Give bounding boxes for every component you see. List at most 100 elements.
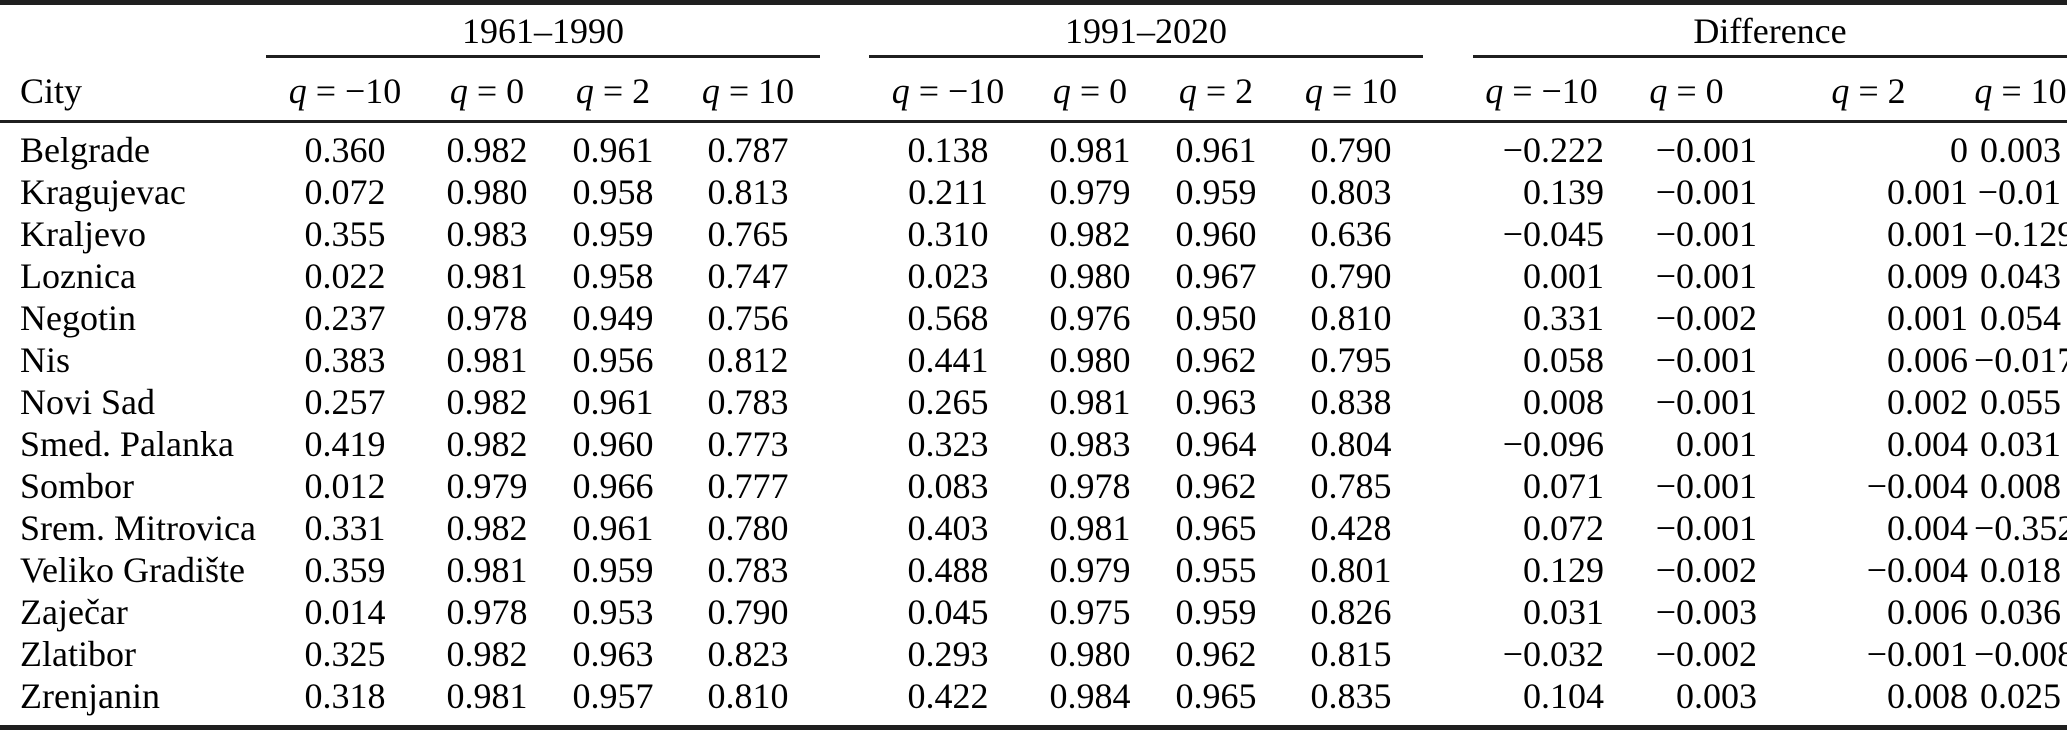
q-column-header: q = 2 [1153, 58, 1279, 123]
q-column-header: q = −10 [1473, 58, 1610, 123]
value-cell-1961: 0.982 [446, 382, 528, 422]
value-cell-1961: 0.790 [707, 592, 789, 632]
city-cell: Smed. Palanka [20, 424, 234, 464]
value-cell-1961: 0.980 [446, 172, 528, 212]
value-cell-1961: 0.383 [304, 340, 386, 380]
column-gap [1423, 381, 1473, 423]
table-row: Loznica 0.022 0.981 0.958 0.747 0.023 0.… [0, 255, 2067, 297]
table-row: Novi Sad 0.257 0.982 0.961 0.783 0.265 0… [0, 381, 2067, 423]
city-cell: Novi Sad [20, 382, 155, 422]
table-row: Sombor 0.012 0.979 0.966 0.777 0.083 0.9… [0, 465, 2067, 507]
group-header-row: 1961–1990 1991–2020 Difference [0, 5, 2067, 58]
value-cell-difference: −0.045 [1502, 214, 1604, 254]
value-cell-1961: 0.756 [707, 298, 789, 338]
group-header-1991-2020: 1991–2020 [869, 5, 1423, 58]
value-cell-1991: 0.950 [1175, 298, 1257, 338]
value-cell-1961: 0.979 [446, 466, 528, 506]
q-symbol: q [1649, 71, 1668, 111]
value-cell-difference: 0.001 [1887, 172, 1968, 212]
value-cell-difference: 0.003 [1980, 130, 2062, 170]
column-gap [820, 213, 869, 255]
city-column-header: City [0, 58, 266, 123]
city-cell: Srem. Mitrovica [20, 508, 256, 548]
value-cell-difference: 0.001 [1676, 424, 1757, 464]
value-cell-difference: −0.352 [1974, 508, 2067, 548]
column-gap [820, 5, 869, 58]
value-cell-difference: 0.008 [1887, 676, 1968, 716]
value-cell-difference: 0.025 [1980, 676, 2062, 716]
value-cell-1991: 0.980 [1049, 256, 1131, 296]
column-gap [1423, 339, 1473, 381]
column-gap [1423, 297, 1473, 339]
column-gap [1423, 507, 1473, 549]
table-row: Zlatibor 0.325 0.982 0.963 0.823 0.293 0… [0, 633, 2067, 675]
value-cell-1961: 0.813 [707, 172, 789, 212]
value-cell-difference: 0.331 [1523, 298, 1604, 338]
value-cell-difference: −0.002 [1655, 298, 1757, 338]
value-cell-difference: 0.006 [1887, 340, 1968, 380]
value-cell-1961: 0.982 [446, 424, 528, 464]
column-gap [820, 465, 869, 507]
value-cell-1991: 0.983 [1049, 424, 1131, 464]
value-cell-1961: 0.318 [304, 676, 386, 716]
value-cell-1991: 0.265 [907, 382, 989, 422]
value-cell-difference: −0.001 [1655, 340, 1757, 380]
value-cell-difference: 0.004 [1887, 508, 1968, 548]
value-cell-1961: 0.359 [304, 550, 386, 590]
value-cell-1991: 0.810 [1310, 298, 1392, 338]
q-value: = −10 [1512, 71, 1598, 111]
value-cell-1961: 0.014 [304, 592, 386, 632]
table-row: Zrenjanin 0.318 0.981 0.957 0.810 0.422 … [0, 675, 2067, 725]
value-cell-1991: 0.980 [1049, 634, 1131, 674]
value-cell-1961: 0.981 [446, 256, 528, 296]
table-row: Kragujevac 0.072 0.980 0.958 0.813 0.211… [0, 171, 2067, 213]
value-cell-difference: 0.006 [1887, 592, 1968, 632]
value-cell-1961: 0.982 [446, 130, 528, 170]
value-cell-1991: 0.979 [1049, 172, 1131, 212]
value-cell-1991: 0.965 [1175, 508, 1257, 548]
value-cell-1961: 0.959 [572, 214, 654, 254]
value-cell-1961: 0.012 [304, 466, 386, 506]
column-gap [820, 297, 869, 339]
value-cell-difference: −0.032 [1502, 634, 1604, 674]
q-symbol: q [891, 71, 910, 111]
city-cell: Kragujevac [20, 172, 186, 212]
value-cell-difference: 0.001 [1887, 214, 1968, 254]
q-symbol: q [449, 71, 468, 111]
column-gap [1423, 123, 1473, 171]
column-gap [820, 255, 869, 297]
value-cell-difference: 0.071 [1523, 466, 1604, 506]
value-cell-1961: 0.982 [446, 634, 528, 674]
value-cell-1991: 0.790 [1310, 256, 1392, 296]
q-value: = 0 [476, 71, 525, 111]
value-cell-difference: 0.054 [1980, 298, 2062, 338]
value-cell-1961: 0.783 [707, 550, 789, 590]
table-header: 1961–1990 1991–2020 Difference City q = … [0, 5, 2067, 123]
value-cell-1991: 0.310 [907, 214, 989, 254]
value-cell-1961: 0.959 [572, 550, 654, 590]
column-gap [1423, 255, 1473, 297]
value-cell-1991: 0.083 [907, 466, 989, 506]
value-cell-1991: 0.960 [1175, 214, 1257, 254]
city-cell: Zaječar [20, 592, 128, 632]
value-cell-1961: 0.961 [572, 382, 654, 422]
value-cell-1991: 0.803 [1310, 172, 1392, 212]
value-cell-1991: 0.795 [1310, 340, 1392, 380]
value-cell-1961: 0.783 [707, 382, 789, 422]
value-cell-difference: −0.001 [1655, 382, 1757, 422]
value-cell-1961: 0.961 [572, 508, 654, 548]
q-value: = 0 [1676, 71, 1724, 111]
city-cell: Veliko Gradište [20, 550, 245, 590]
q-symbol: q [1178, 71, 1197, 111]
value-cell-difference: 0.043 [1980, 256, 2062, 296]
q-column-header: q = 10 [1974, 58, 2067, 123]
column-gap [820, 591, 869, 633]
column-gap [820, 381, 869, 423]
column-gap [820, 58, 869, 123]
value-cell-1961: 0.022 [304, 256, 386, 296]
column-gap [1423, 5, 1473, 58]
table-row: Negotin 0.237 0.978 0.949 0.756 0.568 0.… [0, 297, 2067, 339]
value-cell-1991: 0.980 [1049, 340, 1131, 380]
value-cell-1991: 0.965 [1175, 676, 1257, 716]
